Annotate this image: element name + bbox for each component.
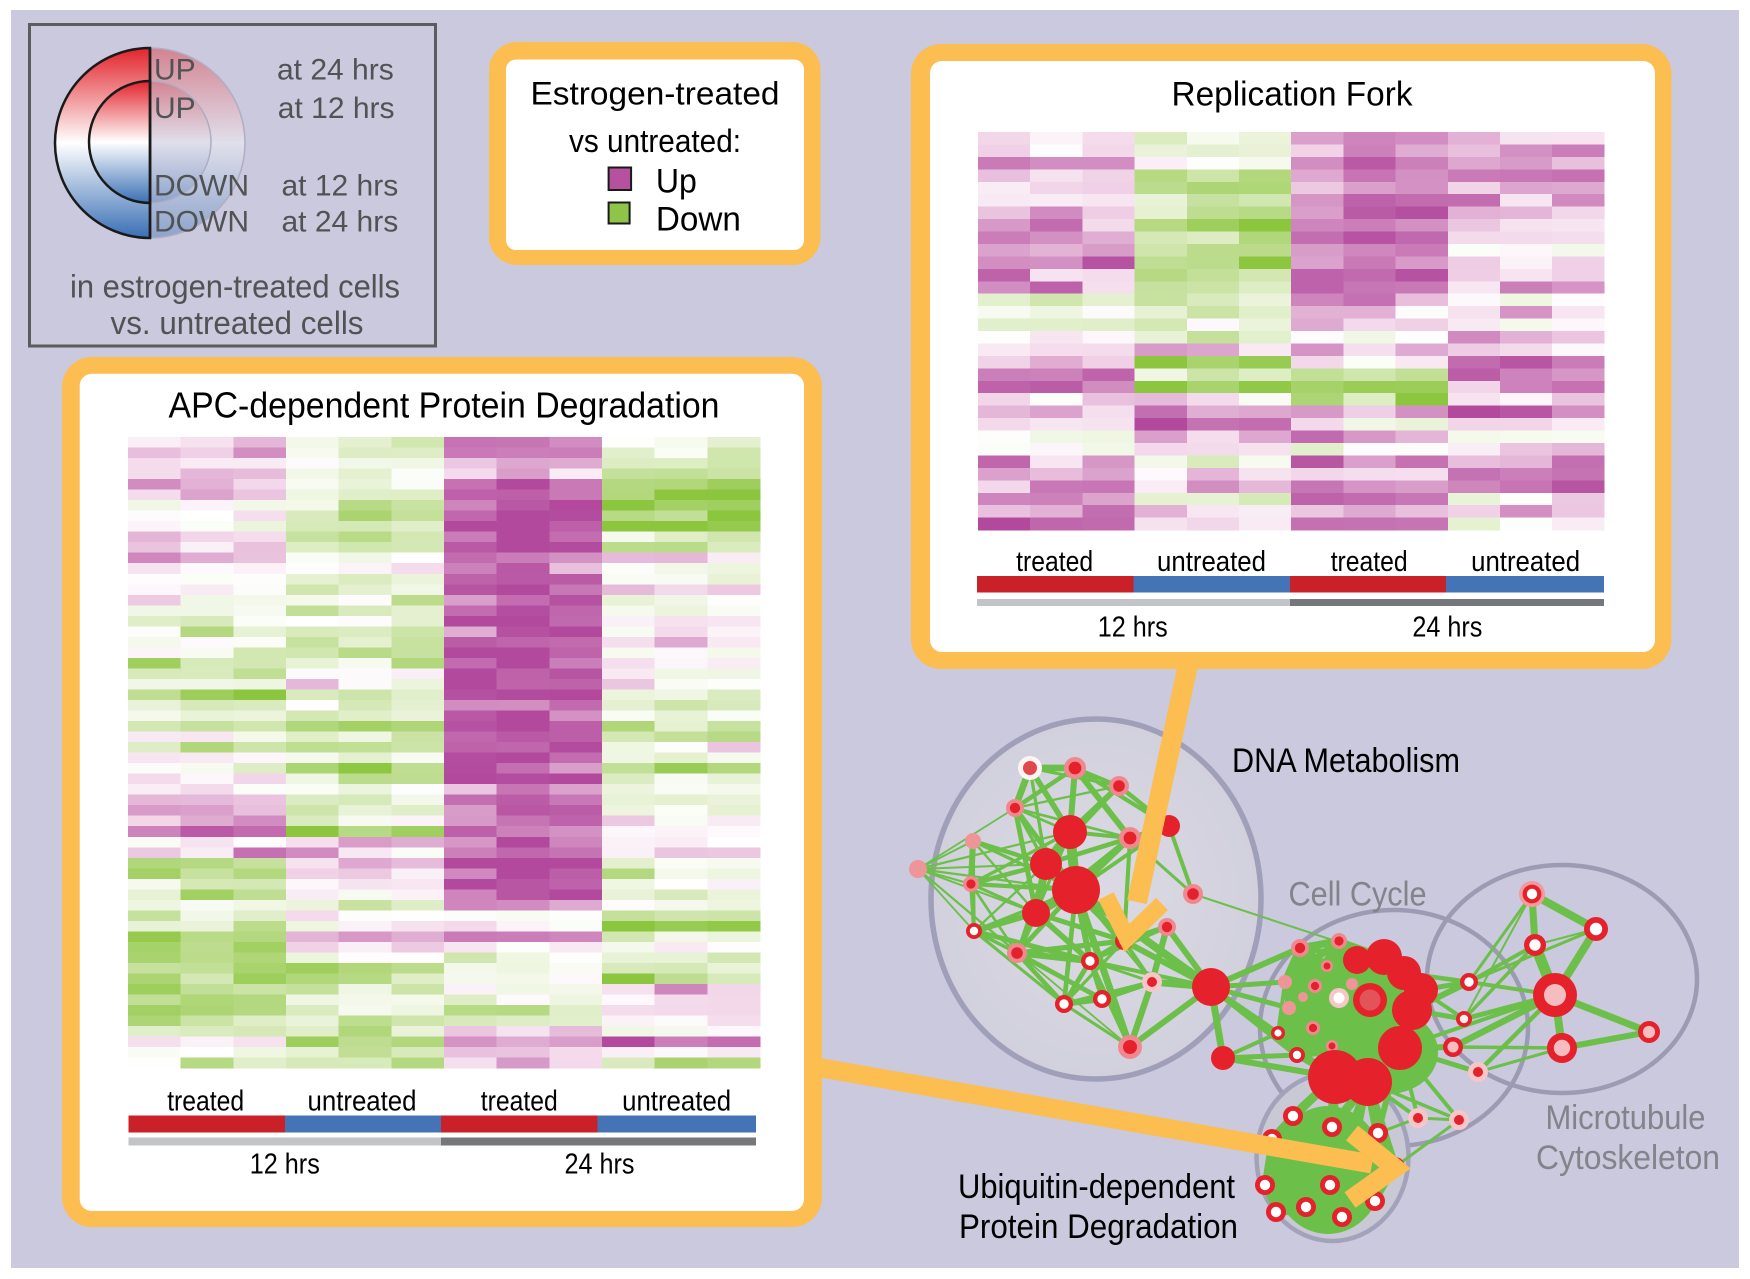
svg-text:treated: treated bbox=[1016, 546, 1093, 578]
svg-text:vs untreated:: vs untreated: bbox=[569, 123, 741, 159]
svg-text:12 hrs: 12 hrs bbox=[250, 1149, 320, 1181]
svg-text:untreated: untreated bbox=[1471, 546, 1580, 578]
svg-text:treated: treated bbox=[481, 1085, 558, 1117]
svg-text:24 hrs: 24 hrs bbox=[565, 1149, 635, 1181]
svg-text:treated: treated bbox=[1331, 546, 1408, 578]
svg-text:Cytoskeleton: Cytoskeleton bbox=[1536, 1139, 1720, 1177]
svg-text:vs. untreated cells: vs. untreated cells bbox=[111, 305, 364, 341]
svg-text:12 hrs: 12 hrs bbox=[1098, 612, 1168, 644]
svg-text:Down: Down bbox=[656, 200, 741, 238]
svg-text:Protein Degradation: Protein Degradation bbox=[959, 1208, 1238, 1246]
svg-text:DOWN: DOWN bbox=[154, 170, 249, 203]
svg-text:untreated: untreated bbox=[622, 1085, 731, 1117]
svg-text:APC-dependent Protein Degradat: APC-dependent Protein Degradation bbox=[169, 385, 720, 426]
svg-text:DNA Metabolism: DNA Metabolism bbox=[1232, 742, 1460, 780]
svg-text:Ubiquitin-dependent: Ubiquitin-dependent bbox=[958, 1168, 1236, 1206]
svg-text:Cell Cycle: Cell Cycle bbox=[1289, 876, 1427, 914]
svg-text:in estrogen-treated cells: in estrogen-treated cells bbox=[70, 269, 400, 305]
svg-text:treated: treated bbox=[167, 1085, 244, 1117]
svg-text:untreated: untreated bbox=[1157, 546, 1266, 578]
svg-text:at 12 hrs: at 12 hrs bbox=[278, 92, 395, 125]
svg-text:UP: UP bbox=[154, 92, 196, 125]
svg-text:at 12 hrs: at 12 hrs bbox=[282, 170, 399, 203]
svg-text:Replication Fork: Replication Fork bbox=[1172, 76, 1414, 114]
svg-text:Up: Up bbox=[656, 163, 697, 201]
svg-text:Microtubule: Microtubule bbox=[1546, 1099, 1706, 1137]
svg-text:DOWN: DOWN bbox=[154, 206, 249, 239]
svg-text:untreated: untreated bbox=[308, 1085, 417, 1117]
svg-text:UP: UP bbox=[154, 54, 196, 87]
svg-text:Estrogen-treated: Estrogen-treated bbox=[531, 76, 780, 112]
svg-text:24 hrs: 24 hrs bbox=[1412, 612, 1482, 644]
svg-text:at 24 hrs: at 24 hrs bbox=[282, 206, 399, 239]
svg-text:at 24 hrs: at 24 hrs bbox=[277, 54, 394, 87]
